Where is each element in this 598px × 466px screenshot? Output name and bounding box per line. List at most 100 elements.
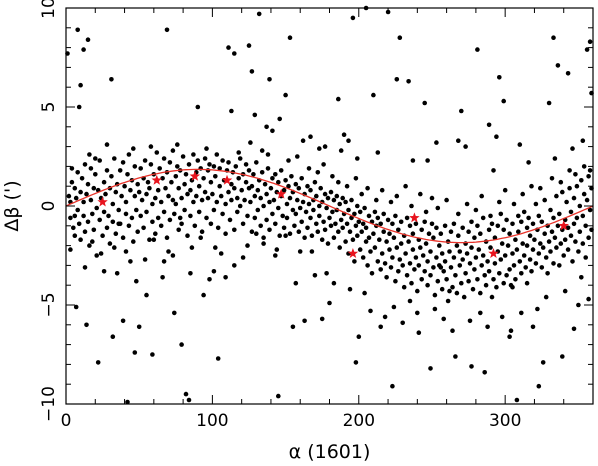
data-point [381, 229, 387, 234]
data-point [265, 166, 271, 171]
data-point [557, 263, 562, 268]
data-point [125, 172, 130, 177]
data-point [290, 324, 296, 330]
data-point [217, 183, 222, 189]
data-point [188, 187, 193, 193]
data-point [540, 360, 546, 365]
data-point [437, 243, 442, 248]
data-point [581, 191, 587, 197]
data-point [205, 195, 211, 201]
data-point [521, 253, 527, 258]
data-point [299, 219, 305, 225]
data-point [403, 251, 408, 256]
data-point [90, 239, 95, 244]
data-point [192, 223, 198, 229]
data-point [248, 199, 253, 205]
data-point [513, 237, 518, 242]
data-point [425, 282, 430, 288]
data-point [223, 201, 228, 207]
data-point [492, 261, 498, 266]
data-point [66, 193, 72, 199]
data-point [478, 310, 483, 316]
data-point [527, 257, 533, 262]
data-point [235, 209, 240, 215]
data-point [276, 179, 281, 185]
data-point [134, 278, 139, 284]
data-point [110, 201, 116, 207]
data-point [467, 261, 473, 266]
data-point [526, 160, 531, 165]
data-point [467, 318, 473, 324]
data-point [264, 124, 269, 130]
data-point [69, 179, 75, 185]
data-point [571, 221, 577, 227]
data-point [147, 237, 152, 242]
data-point [439, 251, 445, 256]
data-point [104, 142, 110, 147]
data-point [308, 187, 313, 193]
data-point [498, 257, 504, 262]
data-point [218, 251, 224, 256]
data-point [549, 229, 555, 234]
data-point [106, 213, 111, 219]
data-point [412, 267, 417, 272]
data-point [273, 221, 278, 227]
data-point [422, 100, 428, 106]
data-point [75, 27, 80, 33]
data-point [504, 217, 509, 223]
data-point [205, 168, 211, 173]
data-point [371, 92, 376, 98]
data-point [317, 213, 322, 219]
y-tick-label: 0 [39, 201, 59, 212]
data-point [191, 152, 196, 157]
star-point [97, 196, 108, 207]
data-point [393, 278, 398, 284]
data-point [504, 273, 509, 278]
data-point [388, 199, 394, 205]
data-point [494, 284, 499, 290]
data-point [379, 251, 385, 256]
data-point [264, 217, 269, 223]
data-point [132, 350, 138, 355]
data-point [153, 195, 158, 201]
data-point [340, 225, 346, 231]
data-point [164, 235, 170, 240]
data-point [384, 275, 389, 280]
data-point [128, 187, 133, 193]
data-point [191, 199, 196, 205]
data-point [434, 140, 439, 145]
data-point [542, 197, 547, 203]
y-tick-label: 10 [39, 0, 59, 19]
data-point [579, 275, 584, 280]
data-point [356, 219, 362, 225]
data-point [331, 197, 337, 203]
data-point [536, 383, 542, 389]
data-point [453, 354, 458, 359]
data-point [488, 213, 493, 219]
data-point [576, 249, 581, 254]
data-point [349, 197, 354, 203]
data-point [302, 235, 307, 240]
data-point [574, 183, 580, 189]
data-point [161, 259, 167, 264]
data-point [466, 229, 471, 234]
data-point [75, 170, 80, 175]
data-point [161, 156, 167, 161]
data-point [375, 259, 381, 264]
data-point [253, 160, 259, 165]
data-point [204, 146, 209, 151]
data-point [315, 229, 321, 234]
data-point [366, 235, 372, 240]
data-point [558, 241, 564, 246]
data-point [314, 193, 319, 199]
data-point [435, 278, 441, 284]
data-point [460, 257, 466, 262]
data-point [372, 209, 378, 215]
data-point [249, 183, 255, 189]
data-point [360, 255, 366, 260]
data-point [478, 290, 483, 296]
data-point [398, 219, 404, 225]
data-point [226, 45, 231, 50]
data-point [142, 158, 148, 163]
data-point [164, 27, 170, 33]
